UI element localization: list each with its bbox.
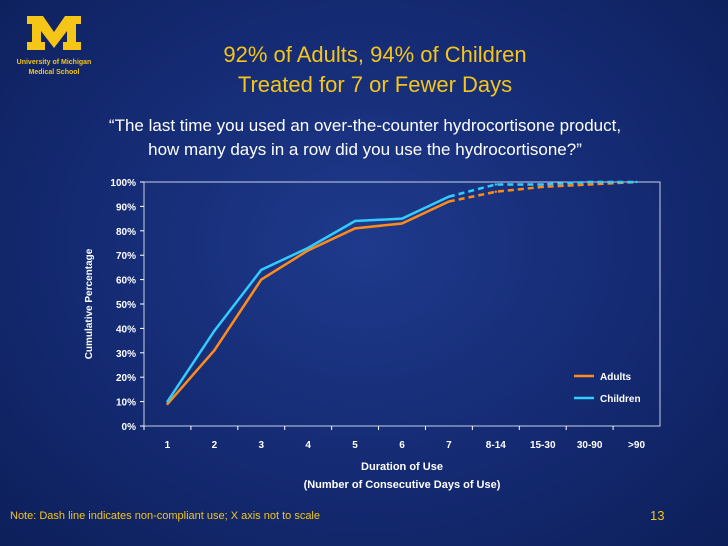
question-line-2: how many days in a row did you use the h… — [148, 140, 582, 159]
x-tick-label: 7 — [446, 440, 452, 451]
adults-point-0 — [166, 402, 169, 406]
adults-point-7 — [494, 190, 498, 193]
y-axis-title: Cumulative Percentage — [84, 248, 95, 359]
adults-point-4 — [353, 227, 357, 230]
survey-question: “The last time you used an over-the-coun… — [30, 114, 700, 162]
children-point-10 — [635, 180, 638, 184]
x-tick-label: 8-14 — [486, 440, 506, 451]
legend-label-children: Children — [600, 394, 641, 405]
y-tick-label: 50% — [116, 300, 136, 311]
children-point-0 — [166, 400, 169, 403]
y-tick-label: 60% — [116, 276, 136, 287]
children-point-7 — [494, 183, 498, 186]
block-m-logo — [27, 16, 81, 50]
children-point-6 — [447, 195, 451, 198]
title-line-2: Treated for 7 or Fewer Days — [237, 72, 513, 97]
university-logo: University of Michigan Medical School — [14, 14, 94, 77]
children-point-8 — [541, 183, 544, 186]
children-line-solid — [166, 195, 450, 403]
y-tick-label: 20% — [116, 373, 136, 384]
y-tick-label: 100% — [110, 178, 136, 189]
x-tick-label: 4 — [305, 440, 311, 451]
y-tick-label: 80% — [116, 227, 136, 238]
y-tick-label: 40% — [116, 324, 136, 335]
slide-title: 92% of Adults, 94% of Children Treated f… — [120, 40, 630, 100]
page-number: 13 — [650, 508, 665, 523]
children-point-3 — [306, 246, 310, 250]
x-tick-label: 1 — [165, 440, 171, 451]
adults-point-1 — [213, 349, 216, 352]
adults-point-6 — [447, 200, 451, 203]
adults-point-5 — [400, 222, 404, 225]
x-tick-label: 3 — [258, 440, 264, 451]
children-point-4 — [353, 219, 357, 223]
title-line-1: 92% of Adults, 94% of Children — [223, 42, 527, 67]
x-axis-title-line-2: (Number of Consecutive Days of Use) — [304, 479, 501, 491]
children-point-1 — [213, 329, 216, 333]
legend-label-adults: Adults — [600, 372, 632, 383]
cumulative-line-chart: 0% 10% 20% 30% 40% 50% 60% 70% 80% 90% 100% 1 2 3 4 5 6 7… — [84, 178, 661, 491]
adults-point-2 — [260, 278, 263, 281]
question-line-1: “The last time you used an over-the-coun… — [108, 116, 622, 135]
x-tick-label: >90 — [628, 440, 645, 451]
x-tick-label: 15-30 — [530, 440, 556, 451]
y-tick-label: 30% — [116, 349, 136, 360]
y-tick-label: 0% — [122, 422, 137, 433]
adults-point-9 — [588, 183, 591, 186]
x-tick-label: 5 — [352, 440, 358, 451]
adults-point-8 — [541, 185, 544, 189]
adults-line-solid — [166, 200, 450, 405]
x-tick-label: 2 — [212, 440, 218, 451]
x-axis-title-line-1: Duration of Use — [361, 461, 443, 473]
children-point-9 — [588, 180, 591, 184]
y-tick-label: 90% — [116, 202, 136, 213]
children-point-2 — [260, 268, 263, 272]
x-tick-label: 30-90 — [577, 440, 603, 451]
x-tick-label: 6 — [399, 440, 405, 451]
y-tick-label: 10% — [116, 398, 136, 409]
children-point-5 — [400, 217, 404, 220]
logo-line-2: Medical School — [28, 69, 80, 76]
adults-point-3 — [306, 249, 310, 252]
y-tick-label: 70% — [116, 251, 136, 262]
logo-line-1: University of Michigan — [16, 59, 92, 66]
footnote: Note: Dash line indicates non-compliant … — [10, 510, 320, 522]
